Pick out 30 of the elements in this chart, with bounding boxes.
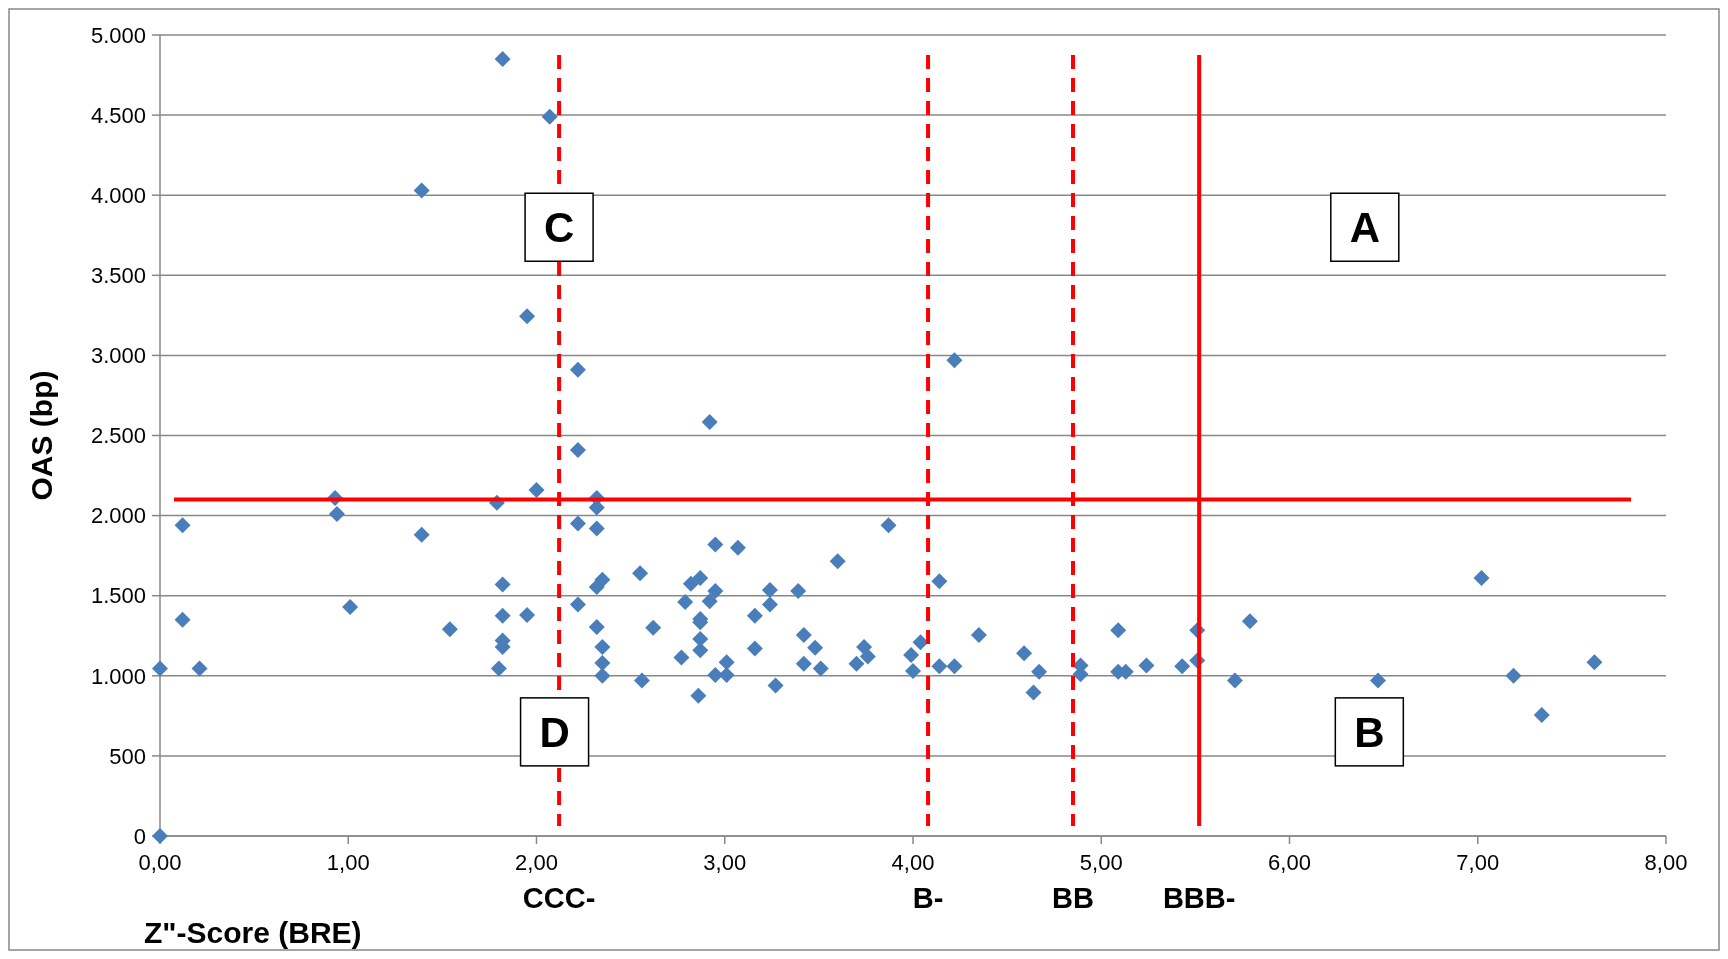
annotation: C (543, 204, 575, 252)
ref-line-label: B- (912, 882, 944, 914)
y-tick-label: 500 (109, 743, 146, 769)
x-tick-label: 2,00 (515, 850, 558, 875)
y-tick-label: 1.000 (90, 663, 146, 689)
ref-line-label: CCC- (522, 882, 596, 914)
x-tick-label: 1,00 (326, 850, 370, 875)
x-tick-label: 3,00 (703, 850, 747, 875)
y-tick-label: 2.500 (90, 423, 146, 449)
y-tick-label: 4.000 (90, 182, 146, 208)
annotation: B (1354, 708, 1385, 756)
annotation: A (1349, 204, 1380, 252)
x-tick-label: 7,00 (1456, 850, 1500, 875)
y-tick-label: 2.000 (90, 503, 146, 529)
x-tick-label: 4,00 (891, 850, 935, 875)
y-axis-title: OAS (bp) (25, 370, 58, 501)
x-tick-label: 6,00 (1268, 850, 1311, 875)
y-tick-label: 1.500 (90, 583, 146, 609)
x-tick-label: 5,00 (1079, 850, 1123, 875)
x-axis-title: Z"-Score (BRE) (144, 916, 362, 949)
x-tick-label: 8,00 (1644, 850, 1688, 875)
y-tick-label: 3.000 (90, 343, 146, 369)
ref-line-label: BB (1052, 882, 1094, 914)
y-tick-label: 0 (133, 823, 146, 849)
x-tick-label: 0,00 (138, 850, 182, 875)
annotation: D (539, 708, 570, 756)
ref-line-label: BBB- (1162, 882, 1236, 914)
y-tick-label: 5.000 (90, 22, 146, 48)
y-tick-label: 3.500 (90, 263, 146, 288)
y-tick-label: 4.500 (90, 102, 146, 128)
